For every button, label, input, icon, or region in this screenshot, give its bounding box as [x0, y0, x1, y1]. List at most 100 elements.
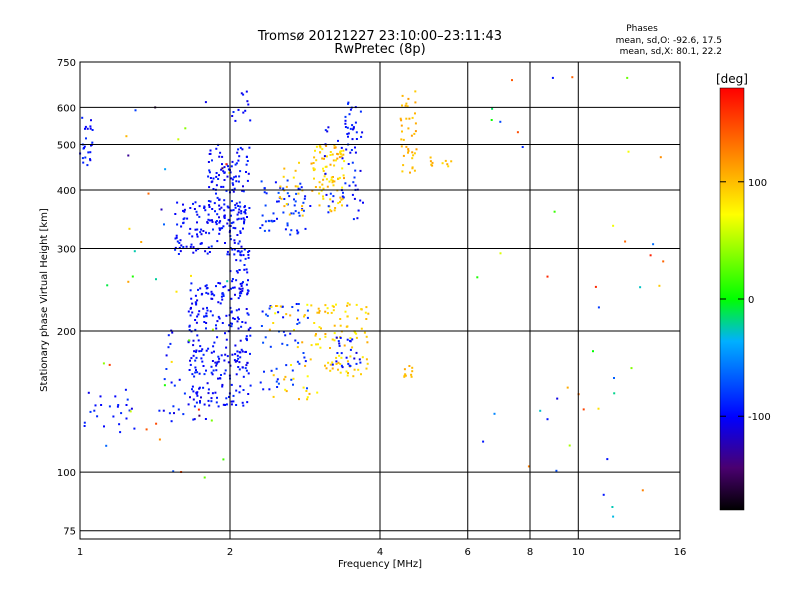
data-point	[211, 392, 214, 395]
data-point	[331, 200, 334, 203]
data-point	[352, 218, 355, 221]
data-point	[191, 311, 194, 314]
data-point	[355, 362, 358, 365]
data-point	[179, 250, 182, 253]
data-point	[249, 384, 252, 387]
data-point	[209, 310, 212, 313]
data-point	[182, 413, 185, 416]
data-point	[221, 167, 224, 170]
data-point	[189, 359, 191, 362]
data-point	[204, 209, 207, 212]
data-point	[217, 282, 220, 284]
data-point	[196, 394, 199, 397]
data-point	[308, 392, 311, 395]
data-point	[324, 129, 327, 132]
data-point	[414, 101, 417, 104]
data-point	[353, 176, 356, 179]
data-point	[235, 202, 238, 205]
data-point	[234, 119, 237, 122]
data-point	[301, 205, 304, 208]
data-point	[355, 351, 358, 354]
data-point	[204, 250, 207, 253]
data-point	[221, 322, 224, 324]
data-point	[339, 196, 342, 199]
data-point	[329, 192, 332, 195]
data-point	[295, 192, 298, 195]
data-point	[174, 213, 177, 215]
data-point	[213, 341, 216, 344]
data-point	[242, 404, 245, 407]
data-point	[407, 127, 410, 130]
data-point	[247, 253, 250, 256]
data-point	[401, 170, 404, 173]
data-point	[199, 401, 201, 404]
data-point	[288, 213, 291, 216]
data-point	[237, 297, 240, 300]
data-point	[297, 231, 300, 234]
data-point	[199, 242, 202, 245]
data-point	[206, 252, 209, 255]
data-point	[335, 363, 338, 365]
data-point	[90, 119, 92, 122]
data-point	[302, 386, 305, 389]
data-point	[344, 119, 347, 122]
data-point	[188, 329, 191, 331]
data-point	[187, 310, 190, 313]
data-point	[328, 180, 331, 183]
data-point	[208, 169, 211, 172]
data-point	[279, 185, 282, 188]
data-point	[306, 316, 309, 319]
data-point	[322, 197, 325, 200]
data-point	[329, 347, 331, 349]
data-point	[224, 332, 226, 335]
data-point	[263, 187, 266, 190]
data-point	[341, 204, 343, 207]
data-point	[337, 340, 340, 343]
data-point	[240, 285, 243, 287]
data-point	[357, 368, 360, 371]
data-point	[347, 372, 349, 374]
data-point	[215, 147, 218, 150]
data-point	[408, 365, 411, 367]
data-point	[241, 366, 244, 369]
data-point	[649, 254, 652, 257]
data-point	[346, 133, 349, 135]
data-point	[215, 401, 218, 404]
data-point	[216, 240, 219, 243]
data-point	[354, 331, 356, 334]
data-point	[219, 302, 222, 305]
data-point	[324, 364, 326, 367]
data-point	[108, 405, 111, 408]
data-point	[160, 208, 163, 211]
data-point	[261, 214, 264, 217]
data-point	[117, 404, 120, 406]
data-point	[237, 366, 240, 368]
data-point	[217, 178, 220, 180]
data-point	[401, 130, 403, 133]
data-point	[239, 291, 242, 293]
data-point	[208, 232, 211, 235]
data-point	[238, 292, 241, 295]
data-point	[592, 350, 594, 353]
data-point	[277, 191, 280, 194]
data-point	[192, 418, 195, 421]
data-point	[214, 391, 217, 394]
data-point	[326, 130, 329, 133]
data-point	[240, 254, 243, 257]
data-point	[231, 322, 233, 325]
data-point	[174, 246, 177, 249]
data-point	[213, 202, 216, 205]
data-point	[297, 192, 300, 195]
data-point	[177, 408, 180, 411]
x-tick-label: 16	[674, 547, 687, 558]
data-point	[268, 229, 271, 232]
data-point	[249, 119, 252, 122]
data-point	[277, 200, 280, 203]
y-tick-label: 600	[57, 103, 76, 114]
stats-o: mean, sd,O: -92.6, 17.5	[616, 36, 722, 46]
data-point	[194, 294, 197, 297]
data-point	[208, 186, 211, 189]
data-point	[345, 356, 348, 359]
data-point	[218, 198, 221, 201]
data-point	[197, 339, 200, 342]
